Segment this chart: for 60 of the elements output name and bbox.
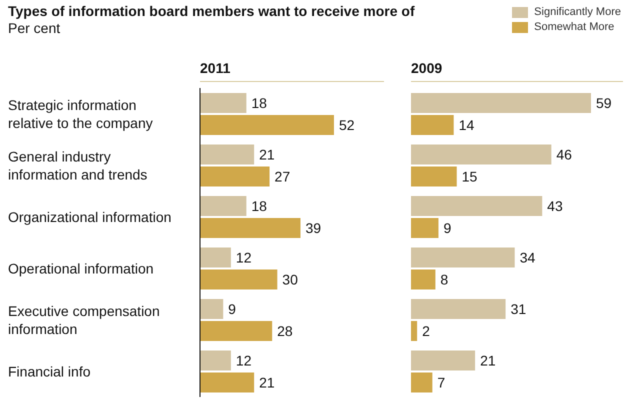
legend-label: Somewhat More <box>534 21 614 33</box>
data-label: 12 <box>236 352 252 368</box>
bar <box>411 321 418 341</box>
data-label: 2 <box>422 322 430 339</box>
text: Per cent <box>8 20 62 36</box>
bar <box>200 166 270 186</box>
data-label: 21 <box>480 352 496 368</box>
data-label: 31 <box>510 300 526 317</box>
data-label: 12 <box>236 249 252 266</box>
bar <box>411 299 506 319</box>
bar <box>200 144 254 164</box>
data-label: 21 <box>259 146 275 162</box>
bar <box>411 248 515 268</box>
y-tick-label: Strategic information relative to the company <box>8 96 153 131</box>
data-label: 52 <box>338 116 355 133</box>
data-label: 15 <box>462 168 478 184</box>
chart-title: 2011 <box>200 60 384 82</box>
data-label: 30 <box>282 271 298 288</box>
bar <box>411 166 457 186</box>
bar <box>411 196 542 216</box>
bar <box>200 270 278 290</box>
bar <box>200 93 246 113</box>
data-label: 43 <box>547 198 563 214</box>
bar <box>411 270 436 290</box>
y-tick-label: General industry information and trends <box>8 148 148 182</box>
bar <box>200 115 334 135</box>
chart-title: 2009 <box>411 60 623 82</box>
y-tick-label: Organizational information <box>8 208 172 225</box>
bar <box>411 350 476 370</box>
data-label: 28 <box>277 322 293 339</box>
y-tick-label: Financial info <box>8 363 91 380</box>
y-tick-label: Executive compensation information <box>8 302 160 337</box>
bar <box>200 372 254 392</box>
bar <box>200 248 231 268</box>
bar <box>411 218 438 238</box>
bar <box>411 93 591 113</box>
data-label: 18 <box>251 198 268 214</box>
data-label: 59 <box>596 94 612 111</box>
data-label: 34 <box>520 249 536 266</box>
bar <box>200 196 246 216</box>
data-label: 9 <box>228 300 236 317</box>
data-label: 18 <box>251 94 268 111</box>
legend-label: Significantly More <box>534 6 621 18</box>
bar <box>200 321 272 341</box>
bar <box>411 115 454 135</box>
data-label: 39 <box>305 220 322 236</box>
bar <box>200 299 224 319</box>
text: Types of information board members want to receive more of <box>8 3 415 19</box>
data-label: 8 <box>440 271 448 288</box>
data-label: 27 <box>274 168 290 184</box>
bar <box>411 144 552 164</box>
data-label: 21 <box>259 374 275 390</box>
bar <box>200 350 231 370</box>
y-tick-label: Operational information <box>8 260 154 276</box>
data-label: 14 <box>458 116 474 133</box>
bar <box>411 372 432 392</box>
data-label: 46 <box>556 146 572 162</box>
data-label: 9 <box>443 220 452 236</box>
bar <box>200 218 300 238</box>
data-label: 7 <box>437 374 446 390</box>
